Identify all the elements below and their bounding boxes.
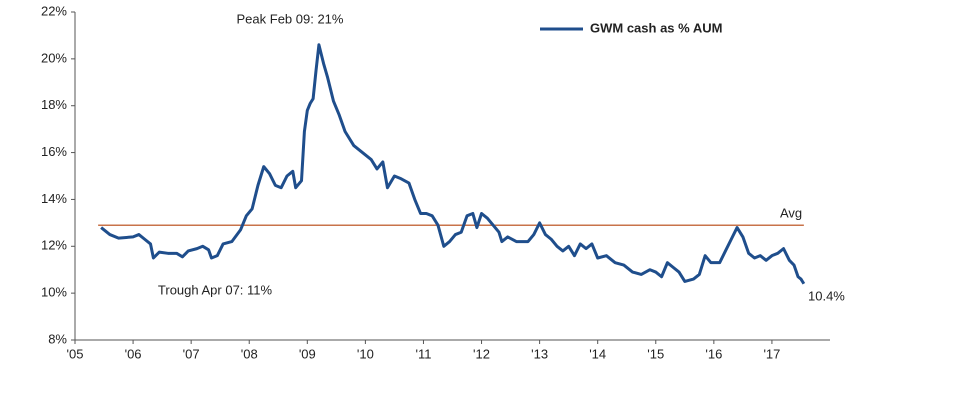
y-tick-label: 20% [41, 50, 67, 65]
legend-label: GWM cash as % AUM [590, 20, 722, 35]
end-label: 10.4% [808, 288, 845, 303]
y-tick-label: 10% [41, 285, 67, 300]
x-tick-label: '14 [589, 346, 606, 361]
x-tick-label: '07 [183, 346, 200, 361]
peak-annotation: Peak Feb 09: 21% [237, 11, 344, 26]
y-tick-label: 14% [41, 191, 67, 206]
y-tick-label: 22% [41, 3, 67, 18]
x-tick-label: '06 [125, 346, 142, 361]
y-tick-label: 16% [41, 144, 67, 159]
x-tick-label: '08 [241, 346, 258, 361]
avg-label: Avg [780, 205, 802, 220]
data-line [100, 43, 806, 285]
x-tick-label: '10 [357, 346, 374, 361]
x-tick-label: '09 [299, 346, 316, 361]
x-tick-label: '13 [531, 346, 548, 361]
x-tick-label: '11 [415, 346, 431, 361]
y-tick-label: 18% [41, 97, 67, 112]
x-tick-label: '17 [763, 346, 780, 361]
trough-annotation: Trough Apr 07: 11% [158, 282, 273, 297]
x-tick-label: '05 [67, 346, 84, 361]
y-tick-label: 8% [48, 331, 67, 346]
x-tick-label: '15 [647, 346, 664, 361]
x-tick-label: '16 [705, 346, 722, 361]
y-tick-label: 12% [41, 238, 67, 253]
x-tick-label: '12 [473, 346, 490, 361]
